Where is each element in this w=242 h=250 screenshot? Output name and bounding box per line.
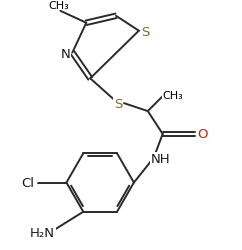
Text: CH₃: CH₃ (48, 1, 69, 11)
Text: Cl: Cl (21, 176, 34, 189)
Text: O: O (197, 128, 208, 141)
Text: S: S (142, 26, 150, 39)
Text: CH₃: CH₃ (162, 91, 183, 101)
Text: S: S (114, 97, 122, 110)
Text: H₂N: H₂N (30, 226, 55, 239)
Text: NH: NH (151, 152, 171, 166)
Text: N: N (60, 48, 70, 61)
